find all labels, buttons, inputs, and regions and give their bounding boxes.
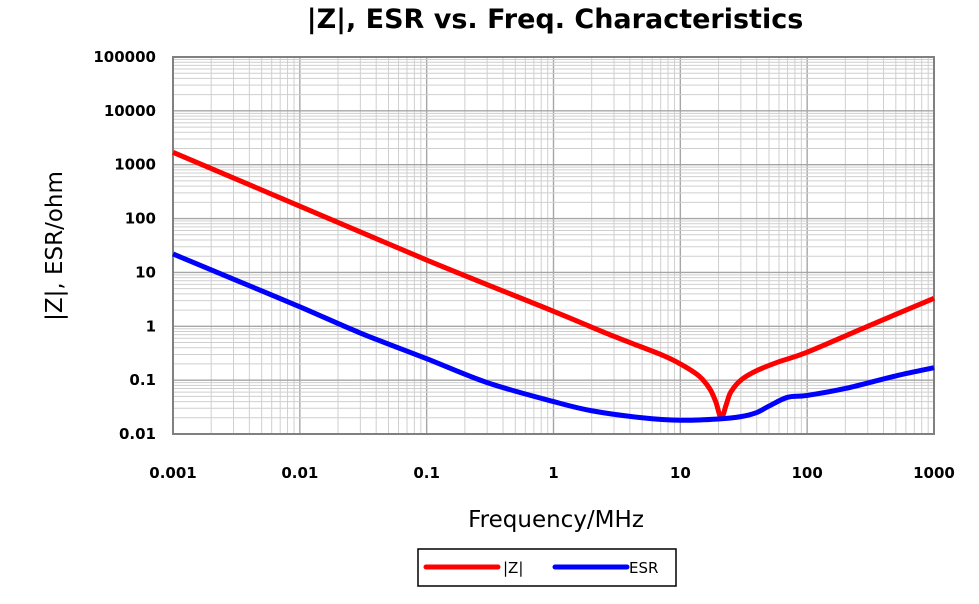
series-layer xyxy=(172,149,935,423)
x-tick-label: 0.1 xyxy=(413,464,440,482)
x-tick-label: 1000 xyxy=(913,464,955,482)
y-tick-label: 100000 xyxy=(93,48,156,66)
x-tick-label: 0.001 xyxy=(149,464,196,482)
x-tick-labels: 0.001 0.01 0.1 1 10 100 1000 xyxy=(149,464,955,482)
y-tick-labels: 0.01 0.1 1 10 100 1000 10000 100000 xyxy=(93,48,156,443)
plot-frame xyxy=(172,56,935,435)
y-tick-label: 1000 xyxy=(114,156,156,174)
y-tick-label: 1 xyxy=(146,317,156,335)
x-tick-label: 10 xyxy=(670,464,691,482)
y-tick-label: 0.01 xyxy=(119,425,156,443)
chart-title: |Z|, ESR vs. Freq. Characteristics xyxy=(307,4,804,35)
legend-label-z: |Z| xyxy=(503,559,523,577)
x-tick-label: 100 xyxy=(792,464,823,482)
legend: |Z| ESR xyxy=(417,548,677,587)
x-tick-label: 1 xyxy=(548,464,558,482)
y-axis-label: |Z|, ESR/ohm xyxy=(42,171,68,321)
y-tick-label: 10000 xyxy=(104,102,156,120)
y-tick-label: 10 xyxy=(135,263,156,281)
series-line-esr xyxy=(172,251,935,423)
y-tick-label: 0.1 xyxy=(129,371,156,389)
legend-label-esr: ESR xyxy=(629,559,658,577)
series-line-z xyxy=(172,149,935,421)
x-axis-label: Frequency/MHz xyxy=(468,507,644,533)
y-tick-label: 100 xyxy=(125,210,156,228)
x-tick-label: 0.01 xyxy=(281,464,318,482)
